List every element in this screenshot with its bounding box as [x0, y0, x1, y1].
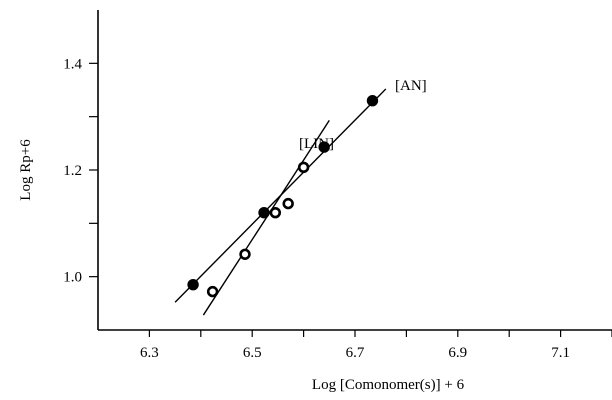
points [187, 94, 379, 298]
data-point-an [318, 141, 330, 153]
x-tick-label: 6.3 [140, 345, 159, 361]
x-tick-label: 7.1 [551, 345, 570, 361]
data-point-an [366, 94, 379, 107]
data-point-an [258, 206, 270, 219]
data-point-lin [282, 197, 294, 210]
x-tick-label: 6.7 [346, 345, 365, 361]
axes [97, 10, 612, 331]
y-tick-label: 1.2 [63, 163, 82, 179]
x-axis-title: Log [Comonomer(s)] + 6 [312, 377, 465, 393]
ticks: 6.3 6.5 6.7 6.9 7.1 1.0 1.2 1.4 [63, 56, 612, 361]
x-tick-label: 6.5 [243, 345, 262, 361]
data-point-an [187, 278, 199, 291]
fit-lines [174, 88, 387, 316]
y-tick-label: 1.4 [63, 56, 82, 72]
data-point-lin [297, 161, 310, 174]
data-point-lin [269, 206, 282, 219]
data-point-lin [239, 248, 251, 260]
x-tick-label: 6.9 [448, 345, 467, 361]
y-tick-label: 1.0 [63, 270, 82, 286]
series-label-an: [AN] [395, 78, 427, 94]
data-point-lin [206, 285, 219, 298]
series-label-lin: [LIN] [299, 136, 334, 152]
y-axis-title: Log Rp+6 [18, 139, 34, 201]
